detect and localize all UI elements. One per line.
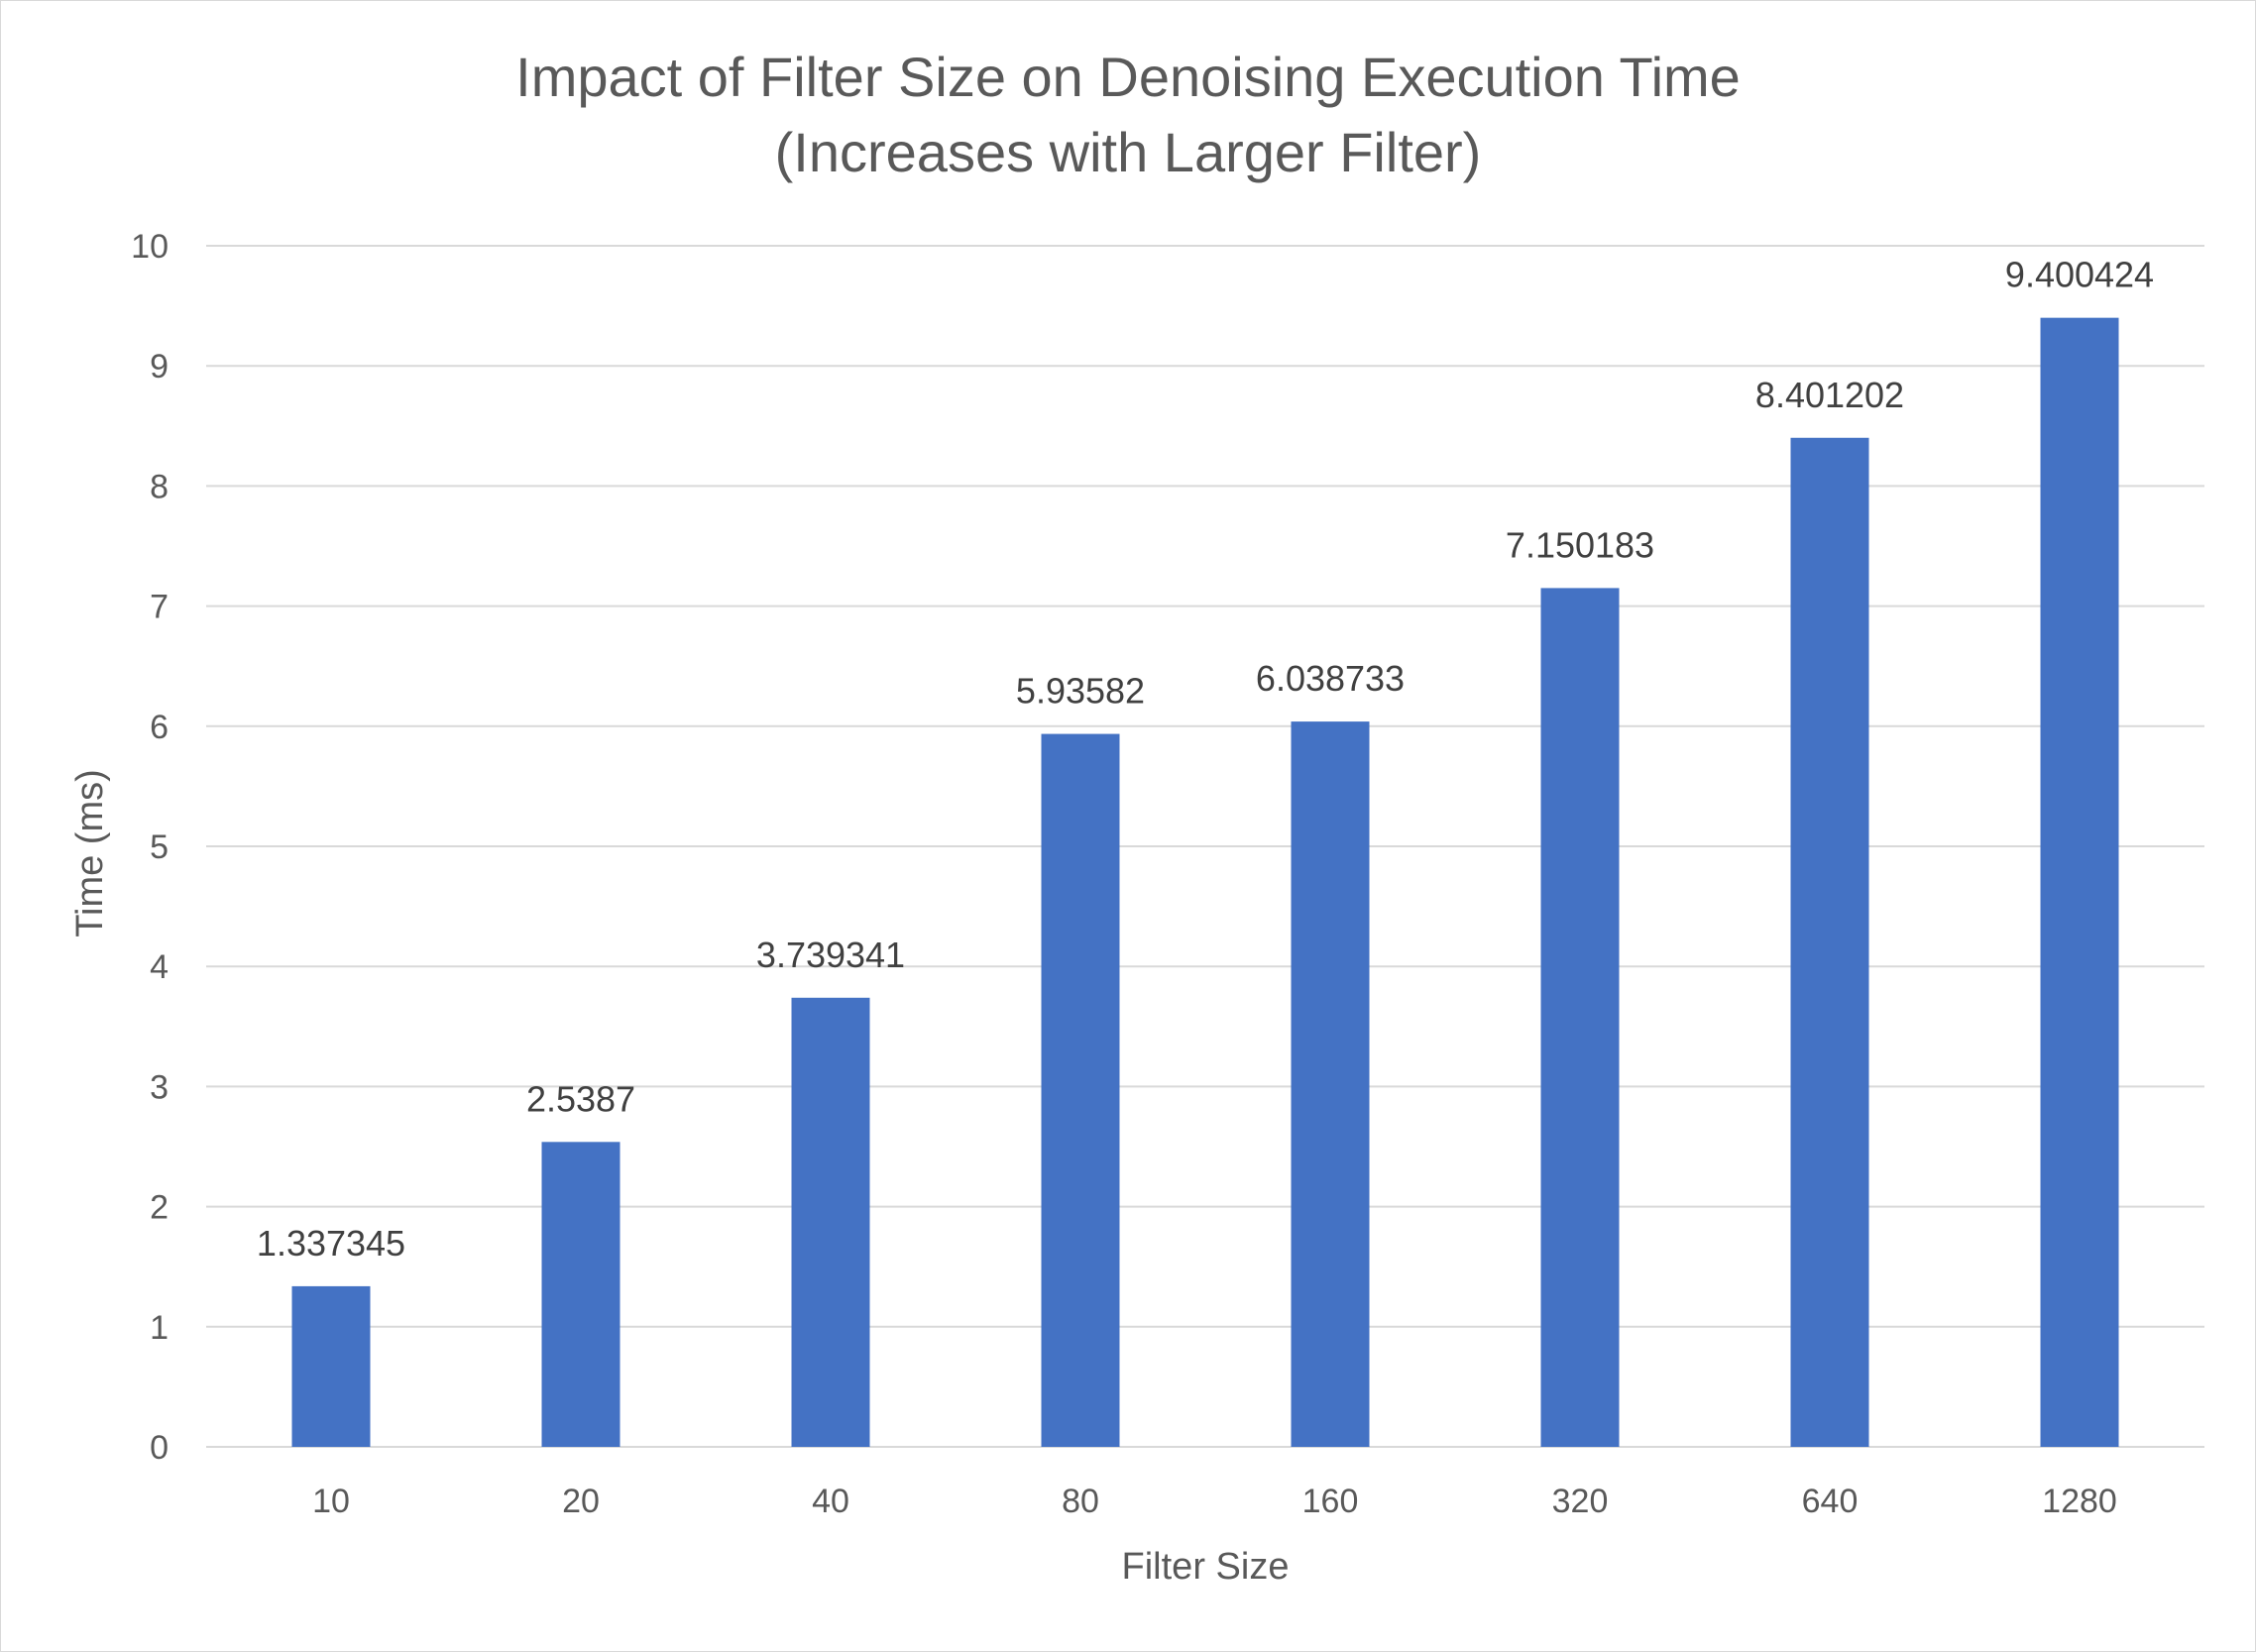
x-axis-ticks: 10 20 40 80 160 320 640 1280 [312,1483,2117,1520]
chart-title: Impact of Filter Size on Denoising Execu… [515,46,1741,108]
data-label-20: 2.5387 [526,1078,635,1119]
gridlines [206,245,2204,1448]
y-tick-label: 7 [150,589,169,626]
y-tick-label: 8 [150,468,169,505]
y-axis-ticks: 0 1 2 3 4 5 6 7 8 9 10 [131,228,169,1467]
x-axis-title: Filter Size [1122,1546,1290,1588]
x-tick-label: 640 [1802,1483,1859,1520]
data-labels: 1.337345 2.5387 3.739341 5.93582 6.038733 7.1… [257,255,2154,1264]
x-tick-label: 40 [812,1483,849,1520]
bar-40 [791,997,870,1447]
y-tick-label: 5 [150,828,169,866]
x-tick-label: 1280 [2042,1483,2117,1520]
y-tick-label: 2 [150,1189,169,1227]
bar-640 [1790,437,1869,1448]
bar-160 [1291,721,1370,1447]
bar-80 [1041,733,1120,1447]
data-label-1280: 9.400424 [2005,255,2154,295]
bars [291,317,2119,1448]
bar-1280 [2040,317,2119,1448]
y-tick-label: 3 [150,1068,169,1106]
data-label-40: 3.739341 [756,935,905,975]
data-label-10: 1.337345 [257,1223,405,1264]
y-tick-label: 10 [131,228,169,266]
x-tick-label: 80 [1062,1483,1099,1520]
y-tick-label: 4 [150,948,169,986]
x-tick-label: 20 [562,1483,600,1520]
data-label-320: 7.150183 [1506,524,1654,565]
y-tick-label: 6 [150,709,169,746]
y-axis-title: Time (ms) [69,769,111,937]
x-tick-label: 160 [1302,1483,1359,1520]
y-tick-label: 0 [150,1429,169,1467]
y-tick-label: 9 [150,348,169,385]
chart-subtitle: (Increases with Larger Filter) [774,121,1482,183]
y-tick-label: 1 [150,1309,169,1347]
x-tick-label: 10 [312,1483,350,1520]
bar-320 [1540,588,1620,1447]
data-label-80: 5.93582 [1016,671,1145,712]
data-label-160: 6.038733 [1256,658,1405,699]
bar-20 [541,1142,620,1447]
chart-title-block: Impact of Filter Size on Denoising Execu… [0,40,2256,190]
bar-10 [291,1285,371,1447]
data-label-640: 8.401202 [1755,375,1904,415]
x-tick-label: 320 [1552,1483,1609,1520]
